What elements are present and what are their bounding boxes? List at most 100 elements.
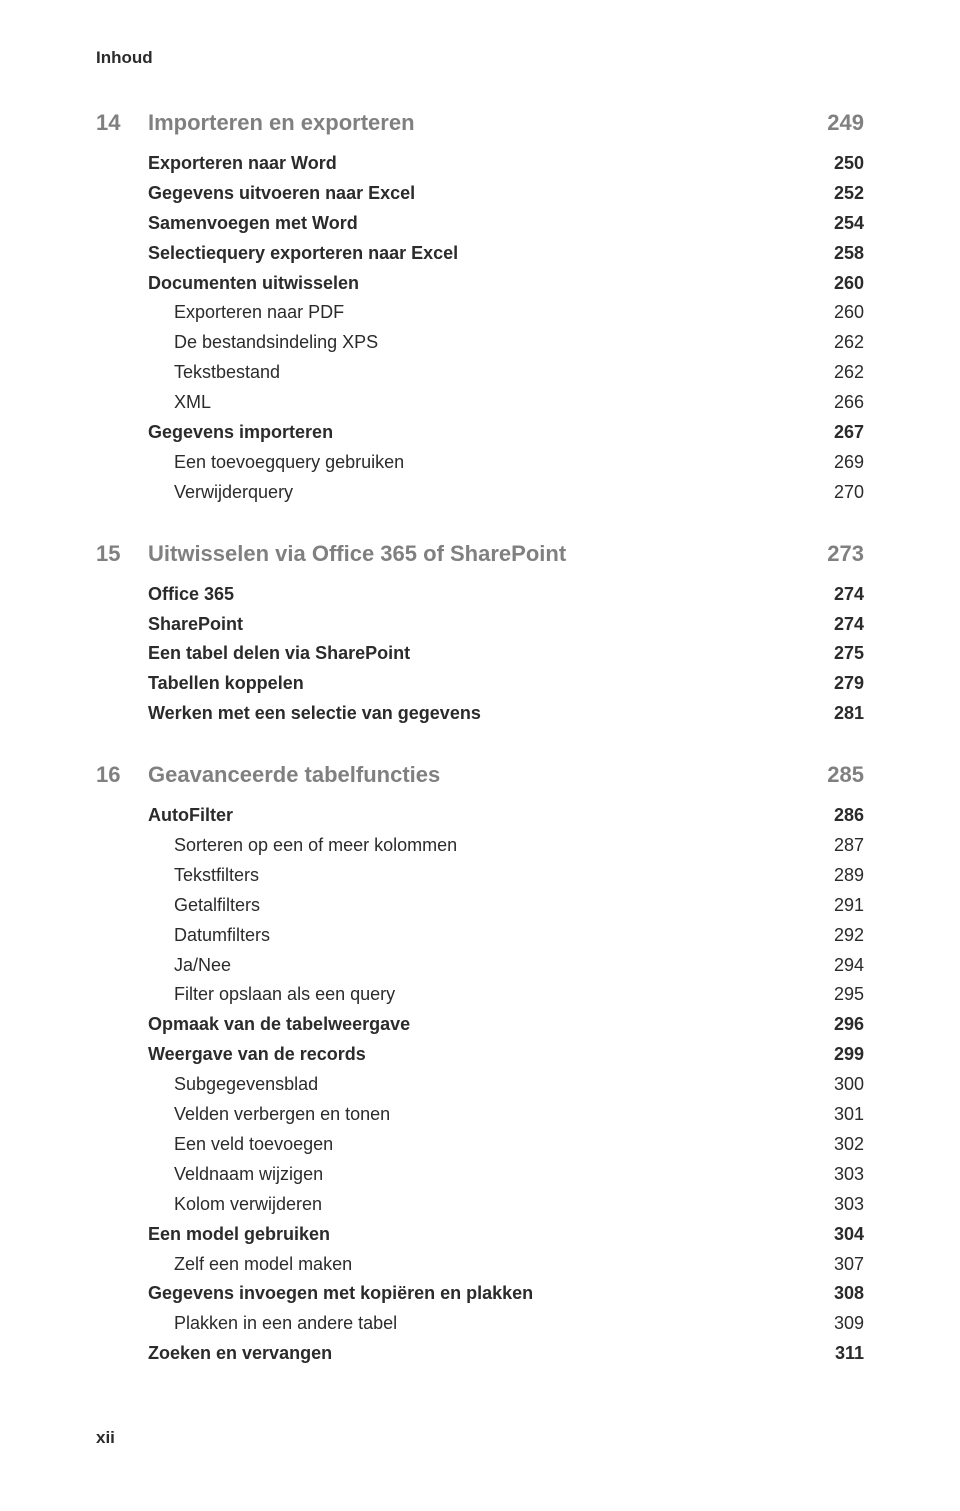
toc-entry-page: 299 <box>814 1041 864 1069</box>
page-number-footer: xii <box>96 1428 864 1448</box>
toc-entry-label: Ja/Nee <box>174 952 814 980</box>
toc-entry-page: 302 <box>814 1131 864 1159</box>
toc-entry-page: 311 <box>814 1340 864 1368</box>
toc-entry-page: 254 <box>814 210 864 238</box>
toc-entry: Samenvoegen met Word254 <box>148 210 864 238</box>
toc-entry: Sorteren op een of meer kolommen287 <box>174 832 864 860</box>
toc-entry-label: Samenvoegen met Word <box>148 210 814 238</box>
toc-entry-page: 274 <box>814 581 864 609</box>
toc-entry-page: 252 <box>814 180 864 208</box>
toc-entry: Subgegevensblad300 <box>174 1071 864 1099</box>
toc-entry: Weergave van de records299 <box>148 1041 864 1069</box>
toc-entry: Zelf een model maken307 <box>174 1251 864 1279</box>
chapter-page: 249 <box>804 110 864 136</box>
toc-entry: Office 365274 <box>148 581 864 609</box>
chapter-block: 14Importeren en exporteren249 Exporteren … <box>96 110 864 507</box>
toc-entry: Opmaak van de tabelweergave296 <box>148 1011 864 1039</box>
toc-entry: Plakken in een andere tabel309 <box>174 1310 864 1338</box>
toc-entry: Velden verbergen en tonen301 <box>174 1101 864 1129</box>
toc-entry-label: Datumfilters <box>174 922 814 950</box>
toc-entry-label: Opmaak van de tabelweergave <box>148 1011 814 1039</box>
chapter-row: 14Importeren en exporteren249 <box>96 110 864 136</box>
toc-entry-label: De bestandsindeling XPS <box>174 329 814 357</box>
chapter-page: 285 <box>804 762 864 788</box>
toc-entry-label: Velden verbergen en tonen <box>174 1101 814 1129</box>
toc-entry: Gegevens uitvoeren naar Excel252 <box>148 180 864 208</box>
toc-entry-label: Verwijderquery <box>174 479 814 507</box>
toc-entry-label: Exporteren naar PDF <box>174 299 814 327</box>
toc-entry: AutoFilter286 <box>148 802 864 830</box>
toc-entry-label: Tekstfilters <box>174 862 814 890</box>
toc-entry: Datumfilters292 <box>174 922 864 950</box>
toc-entry-label: Tabellen koppelen <box>148 670 814 698</box>
toc-entry-page: 281 <box>814 700 864 728</box>
toc-entry-page: 309 <box>814 1310 864 1338</box>
toc-entry: Selectiequery exporteren naar Excel258 <box>148 240 864 268</box>
toc-entry-label: Sorteren op een of meer kolommen <box>174 832 814 860</box>
toc-entry-label: Een model gebruiken <box>148 1221 814 1249</box>
toc-entry-label: Office 365 <box>148 581 814 609</box>
toc-entry-page: 300 <box>814 1071 864 1099</box>
toc-entry-page: 294 <box>814 952 864 980</box>
toc-entry-page: 308 <box>814 1280 864 1308</box>
chapter-row: 15Uitwisselen via Office 365 of SharePoi… <box>96 541 864 567</box>
toc-entry-label: Filter opslaan als een query <box>174 981 814 1009</box>
toc-entry-page: 307 <box>814 1251 864 1279</box>
toc-entry-label: Een veld toevoegen <box>174 1131 814 1159</box>
toc-entry-label: Subgegevensblad <box>174 1071 814 1099</box>
chapter-entries: AutoFilter286Sorteren op een of meer kol… <box>148 802 864 1368</box>
toc-entry-page: 301 <box>814 1101 864 1129</box>
toc-entry: Verwijderquery270 <box>174 479 864 507</box>
chapter-block: 16Geavanceerde tabelfuncties285 AutoFilte… <box>96 762 864 1368</box>
toc-entry: Documenten uitwisselen260 <box>148 270 864 298</box>
chapter-page: 273 <box>804 541 864 567</box>
running-head: Inhoud <box>96 48 864 68</box>
toc-entry: Kolom verwijderen303 <box>174 1191 864 1219</box>
toc-entry-page: 270 <box>814 479 864 507</box>
chapter-row: 16Geavanceerde tabelfuncties285 <box>96 762 864 788</box>
toc-entry-page: 295 <box>814 981 864 1009</box>
chapter-number: 15 <box>96 541 148 567</box>
toc-entry-page: 292 <box>814 922 864 950</box>
toc-entry-page: 303 <box>814 1161 864 1189</box>
toc-entry-label: Gegevens invoegen met kopiëren en plakke… <box>148 1280 814 1308</box>
toc-entry-label: XML <box>174 389 814 417</box>
toc-entry-page: 304 <box>814 1221 864 1249</box>
chapter-number: 14 <box>96 110 148 136</box>
toc-entry-label: Gegevens uitvoeren naar Excel <box>148 180 814 208</box>
toc-entry-page: 258 <box>814 240 864 268</box>
toc-entry-page: 269 <box>814 449 864 477</box>
toc-entry-page: 291 <box>814 892 864 920</box>
toc-entry: Een model gebruiken304 <box>148 1221 864 1249</box>
chapter-entries: Exporteren naar Word250Gegevens uitvoere… <box>148 150 864 507</box>
chapter-title: Uitwisselen via Office 365 of SharePoint <box>148 541 804 567</box>
toc-entry-label: Getalfilters <box>174 892 814 920</box>
toc-entry: Veldnaam wijzigen303 <box>174 1161 864 1189</box>
toc-entry-page: 267 <box>814 419 864 447</box>
toc-entry: Exporteren naar PDF260 <box>174 299 864 327</box>
toc-entry-page: 262 <box>814 359 864 387</box>
toc-entry-page: 262 <box>814 329 864 357</box>
toc-entry: De bestandsindeling XPS262 <box>174 329 864 357</box>
toc-entry-label: Exporteren naar Word <box>148 150 814 178</box>
toc-entry-label: Zelf een model maken <box>174 1251 814 1279</box>
chapter-entries: Office 365274SharePoint274 Een tabel dele… <box>148 581 864 728</box>
toc-entry-label: Zoeken en vervangen <box>148 1340 814 1368</box>
toc-entry: Werken met een selectie van gegevens281 <box>148 700 864 728</box>
toc-entry-label: Een toevoegquery gebruiken <box>174 449 814 477</box>
toc-entry-label: Weergave van de records <box>148 1041 814 1069</box>
chapter-title: Geavanceerde tabelfuncties <box>148 762 804 788</box>
toc-entry-label: Een tabel delen via SharePoint <box>148 640 814 668</box>
toc-entry-label: SharePoint <box>148 611 814 639</box>
toc-entry-label: AutoFilter <box>148 802 814 830</box>
toc-entry: Een veld toevoegen302 <box>174 1131 864 1159</box>
chapter-number: 16 <box>96 762 148 788</box>
toc-entry-label: Kolom verwijderen <box>174 1191 814 1219</box>
toc-entry-page: 289 <box>814 862 864 890</box>
toc-entry: Tekstbestand262 <box>174 359 864 387</box>
toc-entry-page: 250 <box>814 150 864 178</box>
toc-entry: Exporteren naar Word250 <box>148 150 864 178</box>
table-of-contents: 14Importeren en exporteren249 Exporteren … <box>96 110 864 1368</box>
toc-entry-label: Documenten uitwisselen <box>148 270 814 298</box>
toc-entry-label: Tekstbestand <box>174 359 814 387</box>
